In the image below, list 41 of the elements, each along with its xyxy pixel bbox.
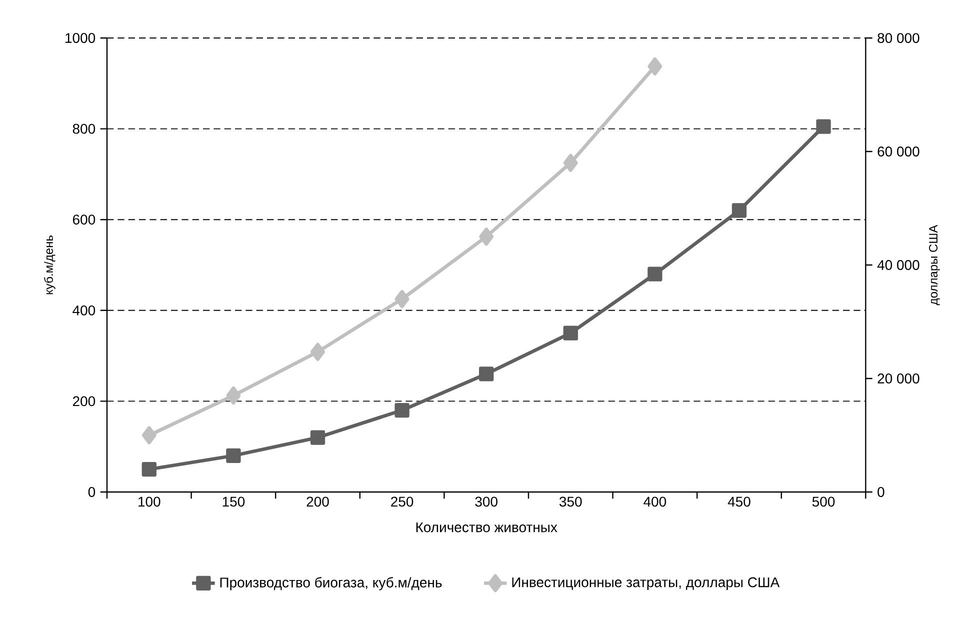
- x-tick-label: 100: [138, 496, 160, 507]
- point: [310, 342, 325, 361]
- point: [394, 402, 410, 418]
- y2-tick-label: 60 000: [878, 146, 920, 156]
- x-axis-title: Количество животных: [416, 522, 558, 532]
- x-tick-label: 300: [475, 496, 498, 507]
- point: [816, 119, 831, 134]
- x-tick-label: 500: [812, 496, 835, 507]
- point: [479, 228, 494, 246]
- y-tick-label: 400: [72, 305, 96, 316]
- point: [648, 266, 662, 282]
- point: [310, 430, 326, 445]
- y-tick-label: 0: [88, 487, 96, 497]
- x-tick-label: 250: [391, 496, 414, 507]
- point: [226, 386, 241, 405]
- x-tick-label: 400: [644, 496, 666, 507]
- y2-tick-label: 0: [878, 487, 884, 497]
- legend-label: Производство биогаза, куб.м/день: [220, 577, 442, 590]
- point: [394, 290, 410, 308]
- y2-tick-label: 80 000: [878, 33, 920, 43]
- y-tick-label: 200: [72, 396, 96, 406]
- y-tick-label: 800: [72, 124, 96, 134]
- point: [479, 366, 494, 382]
- y-axis-title: куб.м/день: [44, 236, 56, 294]
- y-tick-label: 1000: [66, 33, 96, 43]
- x-tick-label: 200: [306, 496, 329, 507]
- point: [732, 203, 747, 218]
- y2-tick-label: 20 000: [878, 374, 920, 384]
- point: [563, 326, 578, 340]
- point: [648, 57, 662, 76]
- x-tick-label: 150: [222, 496, 245, 507]
- y2-tick-label: 40 000: [877, 260, 920, 270]
- point: [142, 426, 156, 444]
- legend-label: Инвестиционные затраты, доллары США: [512, 577, 780, 590]
- x-tick-label: 350: [559, 496, 582, 507]
- y2-axis-title: доллары США: [929, 224, 940, 306]
- x-tick-label: 450: [728, 496, 750, 507]
- y-tick-label: 600: [72, 214, 96, 225]
- point: [226, 448, 241, 464]
- point: [563, 154, 578, 172]
- point: [142, 462, 156, 477]
